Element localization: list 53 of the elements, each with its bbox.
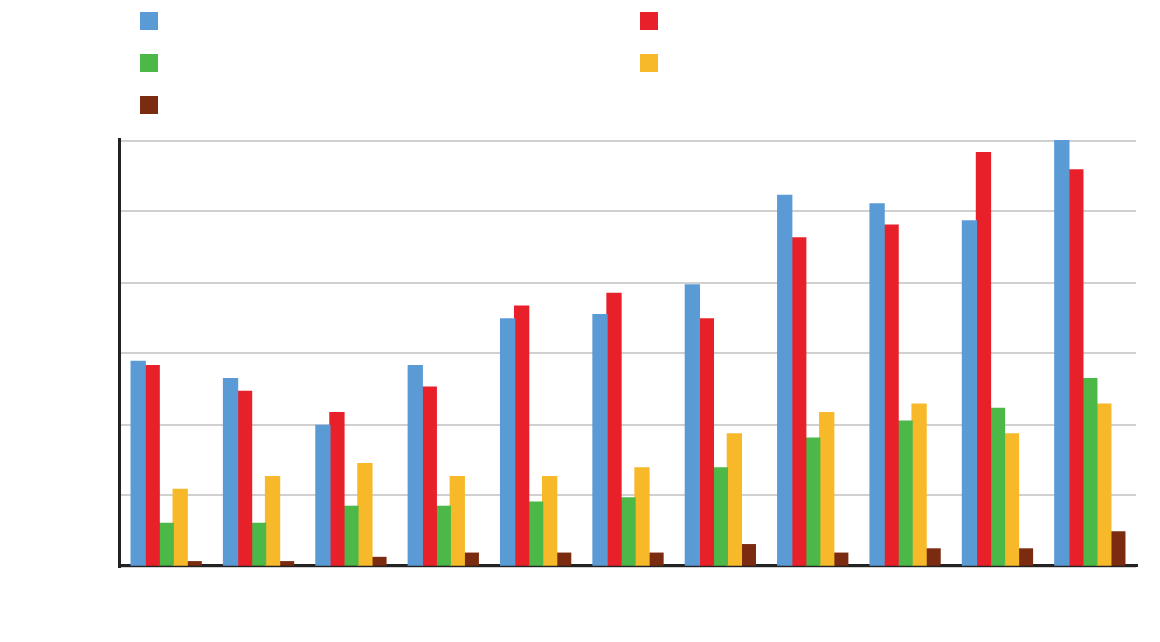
bar — [1017, 548, 1034, 566]
bar — [435, 505, 451, 566]
bar — [264, 475, 281, 566]
bar — [250, 522, 267, 566]
bar — [819, 411, 835, 566]
bar — [883, 224, 899, 566]
bar — [421, 386, 437, 566]
bar — [897, 420, 913, 566]
bar — [791, 237, 807, 566]
bar — [961, 220, 978, 566]
bar — [869, 203, 885, 566]
bar — [357, 463, 373, 566]
bar — [698, 318, 715, 566]
bar — [712, 467, 729, 566]
bar — [777, 194, 793, 566]
bar — [407, 365, 423, 566]
bar — [1110, 531, 1126, 566]
bar — [975, 152, 992, 566]
bar — [329, 411, 345, 566]
bar — [541, 475, 558, 566]
bar — [620, 497, 636, 566]
bar — [527, 501, 544, 566]
bar — [371, 556, 387, 566]
bar — [463, 552, 479, 566]
bar — [648, 552, 664, 566]
bar — [158, 522, 174, 566]
bar — [833, 552, 849, 566]
bar — [740, 544, 757, 566]
bar — [592, 314, 608, 566]
bar — [513, 305, 530, 566]
bar — [989, 407, 1006, 566]
bar — [1082, 377, 1098, 566]
bar — [925, 548, 941, 566]
bar — [343, 505, 359, 566]
bar — [172, 488, 188, 566]
bar — [1003, 433, 1020, 566]
bar — [684, 284, 701, 566]
bar — [130, 360, 146, 566]
bar — [726, 433, 743, 566]
bar — [634, 467, 650, 566]
bar — [315, 424, 331, 566]
bar — [1054, 140, 1070, 566]
bar — [606, 292, 622, 566]
bar — [236, 390, 253, 566]
bar — [499, 318, 516, 566]
bar — [1096, 403, 1112, 566]
bar — [555, 552, 572, 566]
bar — [222, 377, 239, 566]
bar — [144, 365, 160, 566]
bar — [911, 403, 927, 566]
bar — [449, 475, 465, 566]
bar — [805, 437, 821, 566]
bar — [1068, 169, 1084, 566]
